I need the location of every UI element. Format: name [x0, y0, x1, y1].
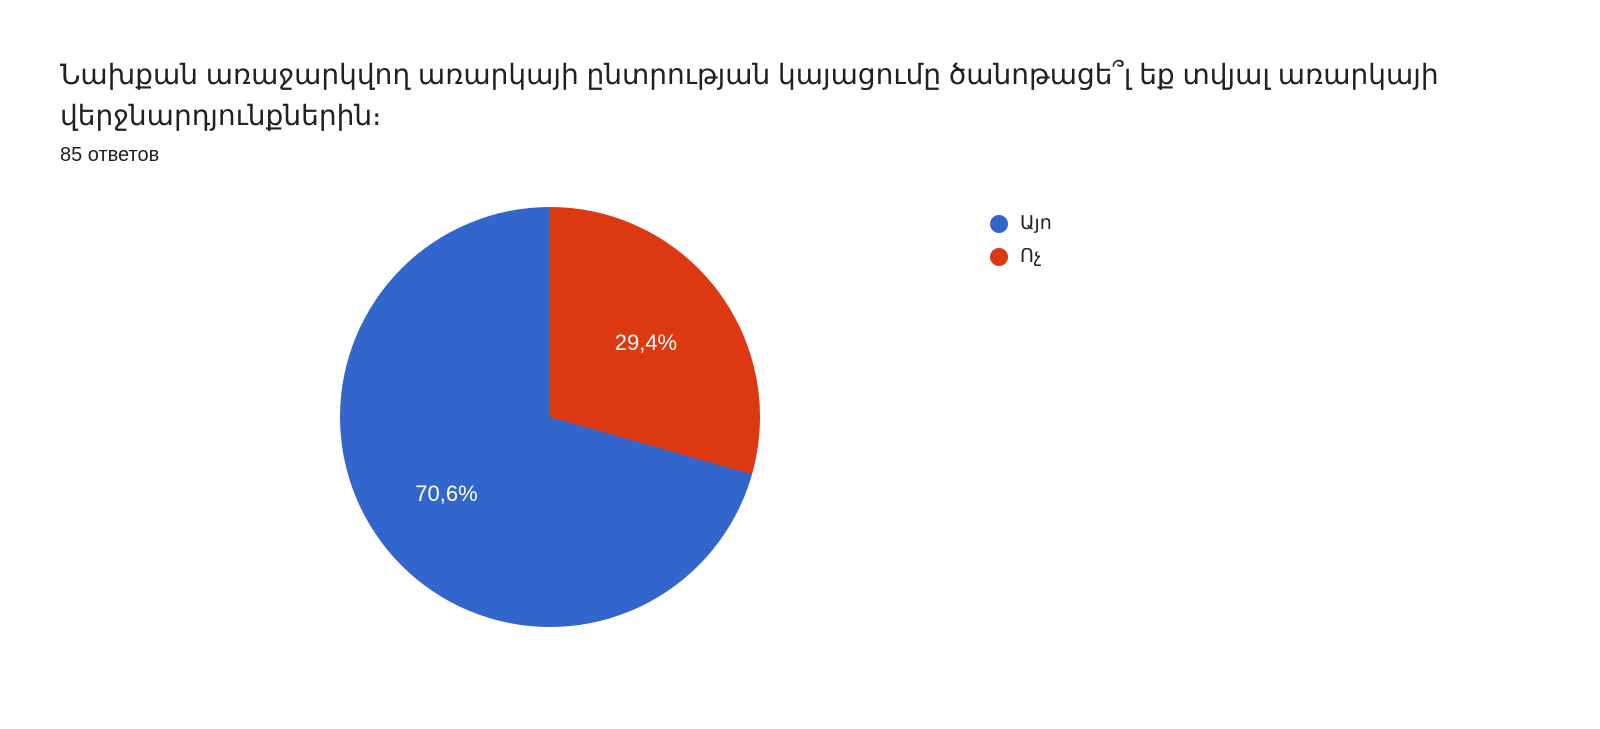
legend-item-yes: Այո	[990, 212, 1052, 235]
legend-swatch-yes	[990, 215, 1008, 233]
legend-label-no: Ոչ	[1020, 245, 1042, 268]
chart-container: 70,6% 29,4% Այո Ոչ	[60, 207, 1540, 627]
pie-chart	[340, 207, 760, 627]
slice-label-no: 29,4%	[615, 330, 677, 356]
pie-chart-wrapper: 70,6% 29,4%	[340, 207, 760, 627]
legend: Այո Ոչ	[990, 212, 1052, 278]
chart-header: Նախքան առաջարկվող առարկայի ընտրության կա…	[60, 55, 1540, 167]
slice-label-yes: 70,6%	[415, 481, 477, 507]
response-count: 85 ответов	[60, 144, 1540, 167]
legend-item-no: Ոչ	[990, 245, 1052, 268]
chart-title: Նախքան առաջարկվող առարկայի ընտրության կա…	[60, 55, 1540, 136]
legend-label-yes: Այո	[1020, 212, 1052, 235]
legend-swatch-no	[990, 248, 1008, 266]
